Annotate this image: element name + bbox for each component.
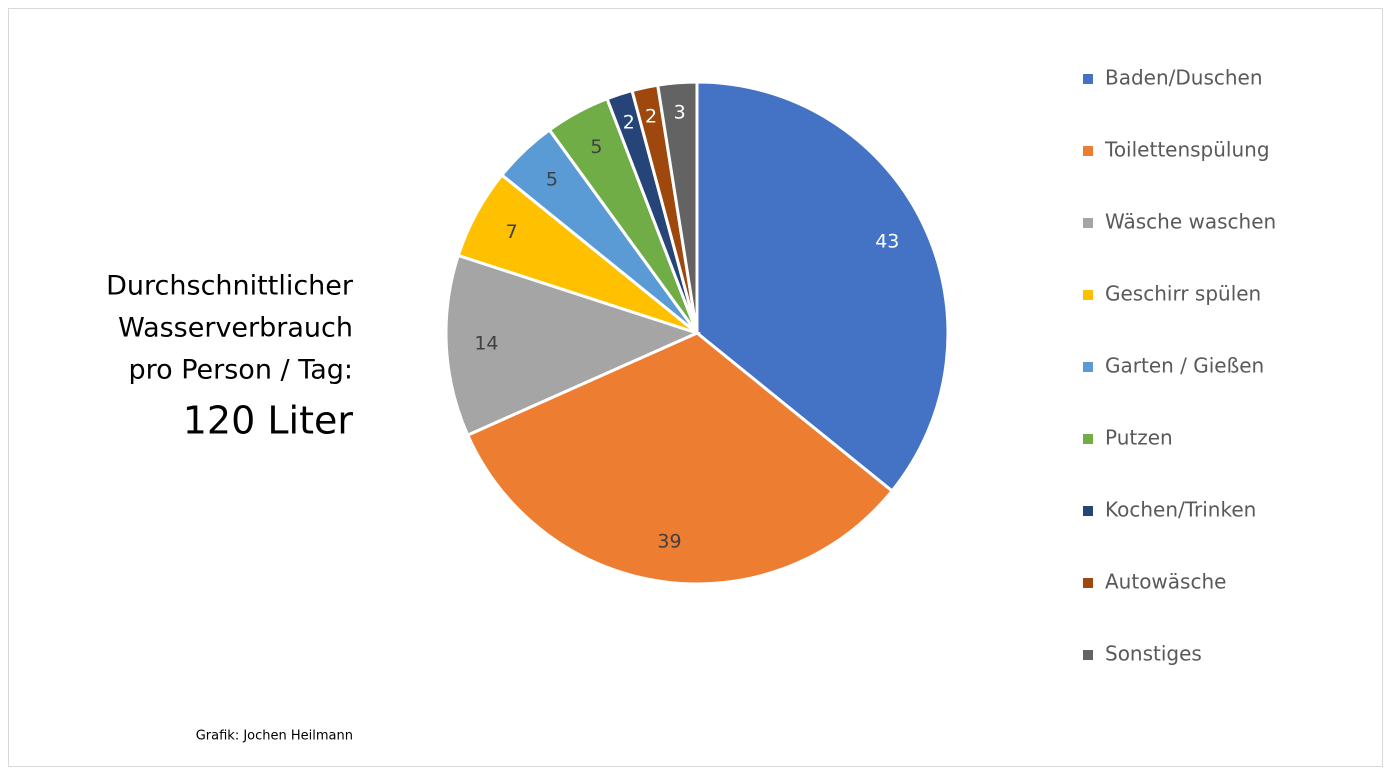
pie-slice	[695, 80, 950, 494]
legend-swatch	[1083, 362, 1093, 372]
subtitle-line: Wasserverbrauch	[118, 313, 353, 344]
legend-label: Autowäsche	[1105, 570, 1226, 594]
data-label: 5	[546, 169, 558, 191]
legend-label: Sonstiges	[1105, 642, 1202, 666]
pie-slice	[444, 253, 702, 438]
legend-swatch	[1083, 506, 1093, 516]
data-label: 43	[875, 231, 899, 253]
subtitle-line: pro Person / Tag:	[128, 355, 353, 386]
legend-label: Kochen/Trinken	[1105, 498, 1256, 522]
legend-swatch	[1083, 218, 1093, 228]
data-label: 3	[674, 101, 686, 123]
legend-label: Garten / Gießen	[1105, 354, 1264, 378]
legend-label: Geschirr spülen	[1105, 282, 1261, 306]
legend: Baden/Duschen Toilettenspülung Wäsche wasc…	[1083, 66, 1276, 666]
legend-label: Toilettenspülung	[1104, 138, 1270, 162]
data-label: 2	[623, 111, 635, 133]
pie-slice	[465, 331, 895, 586]
legend-label: Baden/Duschen	[1105, 66, 1263, 90]
legend-swatch	[1083, 146, 1093, 156]
legend-swatch	[1083, 290, 1093, 300]
subtitle-line: Durchschnittlicher	[106, 271, 354, 302]
data-label: 2	[645, 105, 657, 127]
data-label: 39	[657, 531, 681, 553]
total-label: 120 Liter	[183, 399, 354, 443]
data-label: 5	[590, 136, 602, 158]
pie-slice	[656, 80, 699, 334]
legend-label: Putzen	[1105, 426, 1173, 450]
legend-swatch	[1083, 650, 1093, 660]
source: Grafik: Jochen Heilmann	[196, 729, 353, 744]
legend-label: Wäsche waschen	[1105, 210, 1276, 234]
data-label: 7	[506, 221, 518, 243]
legend-swatch	[1083, 74, 1093, 84]
legend-swatch	[1083, 578, 1093, 588]
legend-swatch	[1083, 434, 1093, 444]
data-label: 14	[474, 333, 498, 355]
